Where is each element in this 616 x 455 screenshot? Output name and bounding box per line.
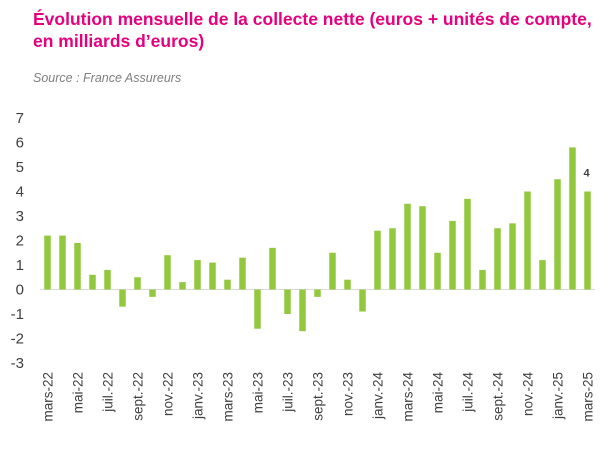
y-tick-label: -1	[11, 306, 24, 323]
x-tick-label: sept.-24	[491, 372, 506, 421]
bar	[179, 282, 186, 290]
x-tick-label: juil.-22	[101, 372, 116, 413]
bar	[104, 269, 111, 290]
y-tick-label: 3	[16, 208, 24, 225]
bar	[434, 252, 441, 290]
bar	[59, 235, 66, 290]
bar	[44, 235, 51, 290]
chart-title: Évolution mensuelle de la collecte nette…	[33, 8, 613, 52]
x-tick-label: sept.-23	[311, 372, 326, 421]
bar	[569, 147, 576, 290]
chart-title-line-1: Évolution mensuelle de la collecte nette…	[33, 9, 592, 29]
x-tick-label: mai-23	[251, 372, 266, 413]
bar	[479, 269, 486, 290]
x-tick-label: janv.-24	[371, 372, 386, 421]
bar	[149, 289, 156, 297]
bar	[209, 262, 216, 290]
bar	[89, 274, 96, 290]
chart-title-line-2: en milliards d’euros)	[33, 31, 205, 51]
bar	[344, 279, 351, 290]
bar	[524, 191, 531, 290]
bar	[539, 260, 546, 290]
bar	[554, 179, 561, 290]
x-tick-label: mars-23	[221, 372, 236, 422]
bar	[284, 289, 291, 314]
bar	[464, 198, 471, 290]
y-tick-label: 0	[16, 282, 24, 299]
data-label: 4	[583, 168, 590, 180]
bar	[269, 247, 276, 290]
y-tick-label: -2	[11, 331, 24, 348]
x-tick-label: mai-22	[71, 372, 86, 413]
y-tick-label: 7	[16, 110, 24, 127]
bar	[164, 255, 171, 290]
x-tick-label: juil.-24	[461, 372, 476, 413]
bar	[584, 191, 591, 290]
x-tick-label: mars-22	[41, 372, 56, 422]
bar	[239, 257, 246, 290]
y-tick-label: 1	[16, 257, 24, 274]
y-tick-label: 2	[16, 233, 24, 250]
x-tick-label: nov.-22	[161, 372, 176, 416]
x-tick-label: juil.-23	[281, 372, 296, 413]
bar	[299, 289, 306, 332]
bar	[404, 203, 411, 290]
y-tick-label: -3	[11, 355, 24, 372]
bar	[134, 277, 141, 290]
x-tick-label: janv.-25	[551, 372, 566, 420]
bar	[359, 289, 366, 312]
bar	[74, 242, 81, 290]
bar	[449, 220, 456, 290]
x-tick-label: mai-24	[431, 372, 446, 414]
bar	[314, 289, 321, 297]
x-tick-label: mars-25	[581, 372, 596, 422]
bar	[494, 228, 501, 290]
bar	[254, 289, 261, 329]
bar	[389, 228, 396, 290]
bar	[374, 230, 381, 290]
chart-source: Source : France Assureurs	[33, 71, 182, 85]
bar	[224, 279, 231, 290]
bar	[509, 223, 516, 290]
y-tick-label: 4	[16, 184, 24, 201]
x-tick-label: nov.-23	[341, 372, 356, 416]
y-tick-label: 5	[16, 159, 24, 176]
bar	[329, 252, 336, 290]
x-tick-label: janv.-23	[191, 372, 206, 420]
x-tick-label: sept.-22	[131, 372, 146, 421]
bar	[419, 206, 426, 290]
bar	[194, 260, 201, 290]
bar	[119, 289, 126, 307]
y-tick-label: 6	[16, 135, 24, 152]
x-tick-label: nov.-24	[521, 372, 536, 417]
x-tick-label: mars-24	[401, 372, 416, 422]
